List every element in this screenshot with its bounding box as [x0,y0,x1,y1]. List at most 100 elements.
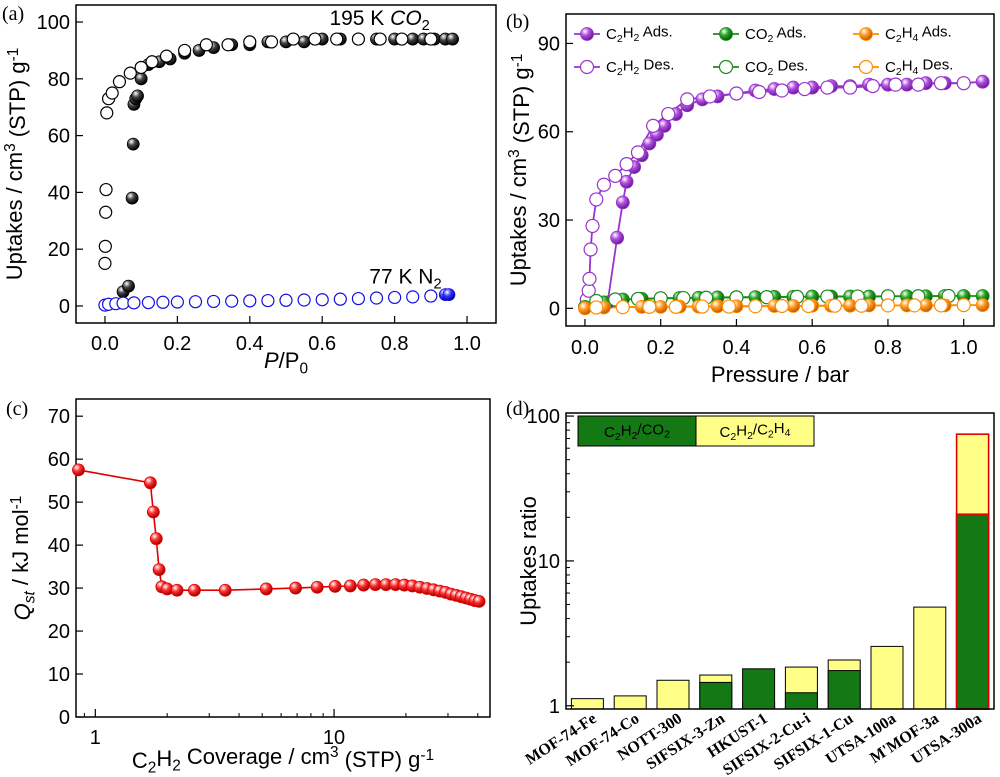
data-point [125,191,139,205]
x-tick-label: 0.0 [571,337,599,359]
data-point [661,106,676,122]
annotation-label: 195 K CO2 [329,7,429,34]
legend-label: CO2 Des. [745,58,808,79]
data-point [98,256,112,270]
x-title-sub: 0 [299,360,308,377]
data-point [134,72,148,86]
x-axis-title-part: Coverage / cm [181,744,330,769]
data-point [170,583,184,597]
legend-label-part: 2 [634,32,640,44]
data-point [127,296,141,310]
x-tick-label: 0.4 [723,337,751,359]
data-point [774,83,789,98]
legend-label: C2H2 Ads. [606,23,673,45]
legend-label-part: 2 [768,66,774,78]
legend-label-part: C [885,26,896,43]
panel-d-letter: (d) [506,398,529,420]
legend-label-part: 4 [913,32,919,44]
legend-label-part: 2 [617,66,623,78]
data-point [149,532,163,546]
legend-label-part: Ads. [918,23,951,40]
data-point [589,300,604,315]
legend-label-part: C [604,424,615,441]
data-point [642,136,657,151]
legend-label-part: 2 [617,33,623,45]
y-tick-label: 0 [549,298,560,320]
y-tick-label: 10 [538,551,560,573]
data-point [975,74,990,89]
legend-label-part: H [736,423,747,440]
data-point [145,55,159,69]
y-tick-label: 80 [48,69,70,91]
legend-label-part: 2 [747,430,753,442]
bar-c2h2-c2h4 [870,645,904,710]
annotation-part: 2 [422,18,430,34]
legend-marker [718,59,734,75]
x-tick-label: 0.6 [308,333,336,355]
data-point [98,239,112,253]
x-tick-label: 0.8 [874,337,902,359]
data-point [308,32,322,46]
data-point [797,81,812,97]
legend-box [695,415,815,447]
data-point [123,66,137,80]
data-point [206,294,221,309]
bar-c2h2-c2h4 [570,698,604,710]
data-point [888,77,903,92]
legend-label-part: C [606,59,617,76]
y-tick-label: 10 [48,664,70,686]
series-line [585,82,964,300]
y-tick-label: 30 [538,210,560,232]
y-axis-title-part: 3 [2,143,19,152]
data-point [642,299,657,314]
legend-label: CO2 Ads. [745,25,807,46]
data-point [286,32,300,46]
data-point [373,32,387,46]
y-axis-title-part: Q [10,603,35,620]
data-point [646,118,661,133]
data-point [582,271,597,287]
data-point [146,505,160,519]
legend-label-part: 2 [664,428,670,440]
legend-label-part: 2 [896,33,902,45]
data-point [126,137,140,151]
annotation-part: 77 K N [369,265,433,288]
data-point [446,32,459,46]
data-point [141,295,156,310]
y-axis-title-part: Uptakes / cm [506,158,531,286]
data-point [343,579,357,593]
legend-label-part: H [902,58,913,75]
legend-label-part: C [885,59,896,76]
panel-a-frame [75,4,497,324]
legend-label: C2H4 Ads. [885,23,952,45]
data-point [178,43,192,58]
data-point [99,182,113,197]
data-point [956,298,971,313]
y-tick-label: 40 [48,535,70,557]
legend-label-part: 4 [785,427,791,439]
legend-label-part: Des. [639,56,674,73]
data-point [424,32,438,46]
legend-label-part: 4 [913,65,919,77]
y-axis-title-part: -1 [8,496,25,510]
data-point [933,298,949,313]
x-tick-label: 0.8 [381,333,409,355]
data-point [243,35,257,49]
x-axis-title-part: C [132,748,148,773]
legend-label-part: 2 [768,33,774,45]
data-point [759,290,774,305]
data-point [424,289,438,303]
data-point [159,49,174,63]
y-tick-label: 60 [538,122,560,144]
data-point [702,89,718,104]
y-tick-label: 60 [48,449,70,471]
data-point [279,293,293,307]
x-tick-label: 0.4 [236,333,264,355]
x-axis-title: C2H2 Coverage / cm3 (STP) g-1 [132,744,434,777]
data-point [333,292,347,306]
data-point [608,168,623,183]
y-axis-title: Uptakes / cm3 (STP) g-1 [506,54,534,287]
legend-label: C2H2/C2H4 [720,420,791,443]
